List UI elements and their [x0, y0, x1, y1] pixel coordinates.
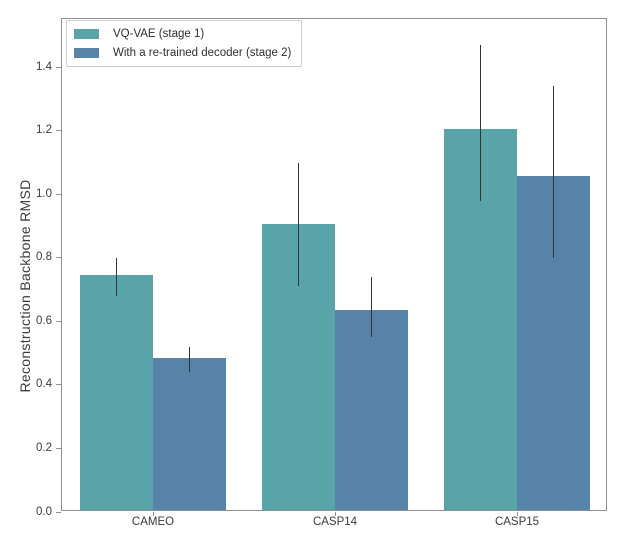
bar-with-a-re-trained-decoder-stage-2-casp14 [335, 309, 408, 510]
y-tick-label-0.4: 0.4 [36, 378, 52, 391]
x-tick-cameo [152, 512, 154, 516]
bar-with-a-re-trained-decoder-stage-2-cameo [153, 357, 226, 510]
y-tick-label-1.2: 1.2 [36, 124, 52, 137]
bar-vq-vae-stage-1-cameo [80, 274, 153, 510]
legend-label-stage2: With a re-trained decoder (stage 2) [113, 47, 292, 59]
y-tick-label-0: 0.0 [36, 505, 52, 518]
error-bar-with-a-re-trained-decoder-stage-2-cameo [188, 346, 191, 373]
y-tick-0.4 [56, 384, 61, 386]
y-tick-1.2 [56, 130, 61, 132]
legend-item-stage2: With a re-trained decoder (stage 2) [74, 46, 291, 60]
legend-swatch-stage2 [74, 48, 99, 58]
error-bar-vq-vae-stage-1-casp15 [479, 45, 482, 201]
y-tick-label-1: 1.0 [36, 187, 52, 200]
y-tick-label-1.4: 1.4 [36, 60, 52, 73]
error-bar-with-a-re-trained-decoder-stage-2-casp14 [370, 276, 373, 338]
x-tick-label-casp14: CASP14 [312, 516, 358, 528]
y-tick-0.2 [56, 447, 61, 449]
error-bar-with-a-re-trained-decoder-stage-2-casp15 [552, 86, 555, 258]
legend-item-stage1: VQ-VAE (stage 1) [74, 27, 291, 41]
y-tick-0 [56, 511, 61, 513]
y-tick-1 [56, 193, 61, 195]
y-tick-0.6 [56, 320, 61, 322]
error-bar-vq-vae-stage-1-cameo [115, 257, 118, 296]
legend-swatch-stage1 [74, 29, 99, 39]
y-tick-label-0.6: 0.6 [36, 314, 52, 327]
x-tick-label-casp15: CASP15 [494, 516, 540, 528]
legend: VQ-VAE (stage 1) With a re-trained decod… [66, 20, 303, 67]
x-tick-casp14 [334, 512, 336, 516]
x-tick-casp15 [516, 512, 518, 516]
y-tick-1.4 [56, 66, 61, 68]
x-tick-label-cameo: CAMEO [131, 516, 175, 528]
y-axis-label: Reconstruction Backbone RMSD [17, 179, 33, 393]
y-tick-label-0.8: 0.8 [36, 251, 52, 264]
plot-area: 0.0 0.2 0.4 0.6 0.8 1.0 1.2 1.4 CAMEO CASP14 CASP1… [36, 18, 607, 528]
legend-label-stage1: VQ-VAE (stage 1) [113, 28, 205, 40]
y-tick-0.8 [56, 257, 61, 259]
y-tick-label-0.2: 0.2 [36, 441, 52, 454]
error-bar-vq-vae-stage-1-casp14 [297, 162, 300, 287]
